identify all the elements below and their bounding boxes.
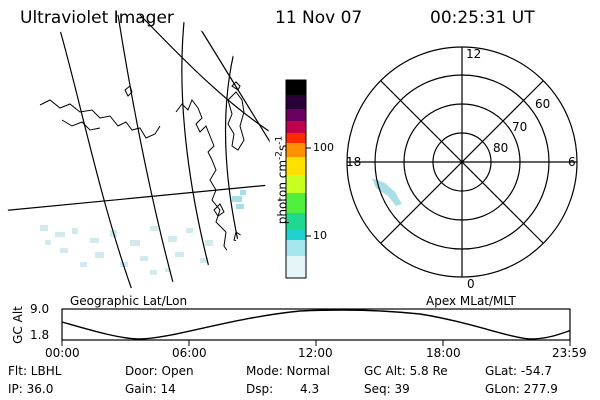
polar-hour-6: 6: [568, 155, 576, 169]
polar-plot: [346, 46, 578, 278]
altitude-ytick-1-8: 1.8: [30, 328, 50, 342]
altitude-xtick-1200: 12:00: [298, 346, 333, 360]
colorbar-label: photon cm-2s-1: [274, 135, 290, 225]
polar-lat-80: 80: [493, 141, 509, 155]
aurora-speckle-map: [40, 225, 213, 275]
altitude-ylabel: GC Alt: [11, 306, 25, 344]
altitude-xtick-0000: 00:00: [45, 346, 80, 360]
info-gain: Gain: 14: [125, 382, 176, 396]
colorbar-label-exp1: -2: [274, 150, 285, 160]
geo-label: Geographic Lat/Lon: [70, 294, 188, 308]
altitude-curve: [62, 309, 570, 340]
polar-lat-60: 60: [535, 97, 551, 111]
info-dsp-label: Dsp:: [246, 382, 274, 396]
polar-hour-0: 0: [467, 277, 475, 291]
info-dsp-value: 4.3: [300, 382, 320, 396]
colorbar-label-exp2: -1: [274, 135, 285, 145]
info-door: Door: Open: [125, 364, 194, 378]
polar-hour-12: 12: [466, 47, 482, 61]
colorbar: [285, 79, 311, 279]
date-label: 11 Nov 07: [275, 8, 363, 28]
info-filter: Flt: LBHL: [8, 364, 62, 378]
info-glat: GLat: -54.7: [485, 364, 552, 378]
altitude-plot: [61, 308, 571, 346]
altitude-ytick-9: 9.0: [30, 302, 50, 316]
polar-hour-18: 18: [346, 155, 362, 169]
info-gc-alt: GC Alt: 5.8 Re: [364, 364, 448, 378]
colorbar-tick-100: 100: [313, 141, 334, 154]
info-mode: Mode: Normal: [246, 364, 330, 378]
altitude-xtick-2359: 23:59: [552, 346, 587, 360]
colorbar-label-s: s: [275, 144, 290, 151]
time-label: 00:25:31 UT: [430, 8, 535, 28]
aurora-patch-polar: [372, 178, 402, 206]
map-grid: [0, 12, 270, 288]
altitude-xtick-0600: 06:00: [172, 346, 207, 360]
info-glon: GLon: 277.9: [485, 382, 558, 396]
geographic-map: [0, 12, 270, 288]
app-title: Ultraviolet Imager: [20, 8, 174, 28]
aurora-patch-map: [232, 190, 246, 209]
coastline: [39, 81, 245, 271]
colorbar-tick-10: 10: [313, 229, 327, 242]
info-ip: IP: 36.0: [8, 382, 54, 396]
info-seq: Seq: 39: [364, 382, 410, 396]
apex-label: Apex MLat/MLT: [426, 294, 516, 308]
polar-lat-70: 70: [512, 120, 528, 134]
altitude-xtick-1800: 18:00: [426, 346, 461, 360]
colorbar-label-text: photon cm: [275, 159, 290, 225]
